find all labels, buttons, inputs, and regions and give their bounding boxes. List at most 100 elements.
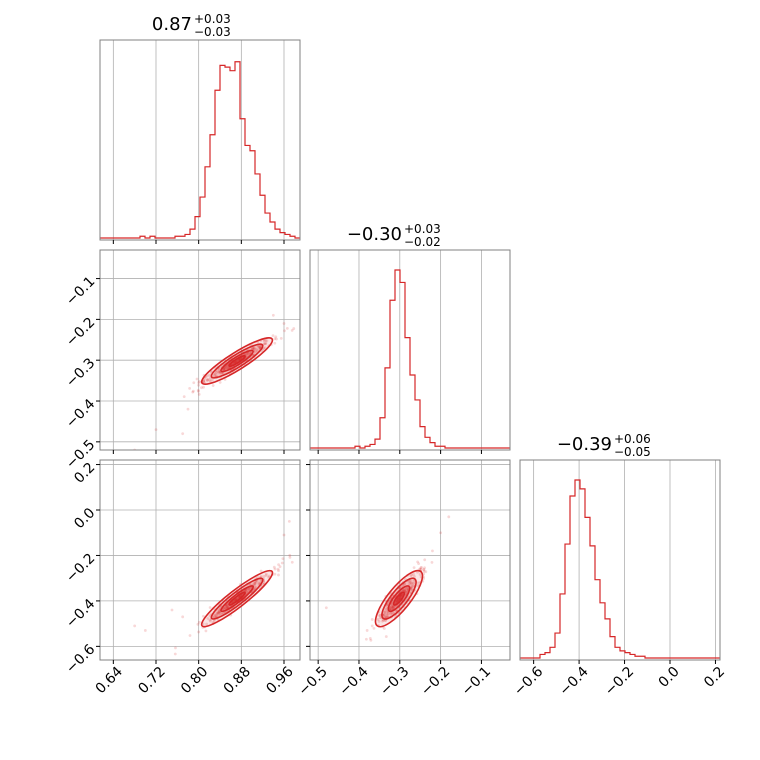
scatter-point — [246, 351, 250, 355]
scatter-point — [263, 346, 267, 349]
scatter-point — [197, 383, 200, 387]
scatter-point — [225, 605, 229, 609]
x-tick-label: −0.2 — [418, 664, 453, 699]
scatter-point — [277, 563, 280, 567]
scatter-point — [408, 582, 412, 585]
x-tick-label: −0.2 — [602, 664, 637, 699]
x-tick-label: −0.3 — [377, 664, 412, 699]
scatter-point — [255, 349, 259, 353]
scatter-point — [224, 365, 228, 369]
scatter-point — [391, 605, 395, 608]
scatter-point — [197, 392, 201, 396]
scatter-point — [412, 566, 416, 570]
scatter-point — [279, 336, 283, 340]
scatter-point — [213, 613, 217, 617]
y-tick-label: −0.4 — [63, 396, 98, 431]
scatter-point — [385, 612, 389, 616]
scatter-point — [188, 634, 192, 637]
contour-fill — [229, 592, 246, 605]
scatter-point — [209, 379, 212, 383]
scatter-point — [282, 533, 286, 537]
x-tick-label: 0.0 — [656, 664, 683, 691]
scatter-point — [390, 612, 394, 615]
scatter-point — [259, 575, 263, 578]
scatter-content — [324, 515, 451, 642]
panel-frame — [519, 459, 721, 661]
scatter-point — [225, 366, 229, 370]
contour-line — [392, 591, 406, 606]
scatter-point — [252, 346, 256, 350]
scatter-point — [215, 611, 219, 615]
scatter-point — [277, 573, 280, 577]
scatter-point — [257, 345, 261, 349]
scatter-point — [197, 620, 201, 624]
panel-title-p1: −0.30 — [347, 224, 402, 245]
scatter-point — [417, 562, 421, 566]
scatter-point — [245, 352, 248, 356]
scatter-point — [382, 613, 385, 616]
scatter-point — [254, 347, 258, 351]
scatter-point — [264, 339, 268, 342]
scatter-point — [382, 619, 385, 622]
x-tick-label: −0.5 — [296, 664, 331, 699]
scatter-point — [267, 575, 271, 579]
panel-frame — [99, 459, 301, 661]
scatter-point — [422, 568, 426, 572]
scatter-point — [174, 646, 177, 650]
title-minus-p1: −0.02 — [404, 235, 441, 249]
scatter-point — [254, 350, 258, 354]
scatter-point — [409, 580, 412, 584]
scatter-point — [223, 606, 227, 610]
scatter-point — [376, 617, 380, 621]
contour-line — [387, 585, 411, 613]
scatter-point — [217, 368, 221, 372]
scatter-point — [224, 367, 227, 370]
scatter-point — [273, 341, 277, 345]
scatter-point — [264, 342, 268, 346]
scatter-point — [380, 619, 384, 623]
scatter-point — [264, 574, 268, 577]
scatter-point — [391, 606, 395, 609]
contour-line — [220, 349, 254, 373]
scatter-point — [173, 652, 177, 656]
scatter-point — [216, 611, 220, 615]
scatter-point — [278, 565, 282, 569]
scatter-point — [226, 605, 230, 609]
scatter-point — [217, 610, 221, 613]
contour-line — [210, 343, 264, 379]
scatter-point — [378, 614, 381, 618]
scatter-point — [247, 587, 251, 591]
scatter-point — [271, 313, 275, 317]
contour-fill — [393, 592, 405, 606]
scatter-point — [424, 570, 428, 574]
contour-line — [228, 354, 246, 368]
scatter-point — [273, 337, 277, 341]
scatter-point — [214, 613, 218, 617]
scatter-point — [390, 607, 394, 610]
scatter-point — [274, 335, 278, 339]
histogram-p1 — [310, 269, 510, 449]
scatter-point — [192, 381, 196, 385]
scatter-point — [383, 615, 387, 619]
scatter-point — [378, 616, 382, 620]
scatter-point — [197, 630, 201, 634]
scatter-point — [197, 389, 200, 393]
scatter-point — [412, 581, 415, 585]
scatter-point — [407, 579, 411, 583]
scatter-point — [210, 378, 214, 381]
scatter-point — [283, 329, 286, 333]
scatter-point — [226, 605, 230, 609]
scatter-point — [285, 327, 289, 330]
scatter-point — [383, 615, 387, 619]
scatter-point — [391, 605, 395, 609]
contour-line — [220, 585, 254, 613]
scatter-point — [213, 372, 217, 376]
scatter-point — [324, 606, 328, 610]
panel-frame — [309, 249, 511, 451]
scatter-point — [272, 565, 276, 569]
scatter-point — [418, 573, 422, 576]
scatter-point — [277, 569, 280, 573]
hist-panel-p0: 0.87 +0.03−0.03 — [99, 12, 301, 244]
scatter-point — [287, 519, 291, 523]
scatter-point — [447, 515, 451, 519]
